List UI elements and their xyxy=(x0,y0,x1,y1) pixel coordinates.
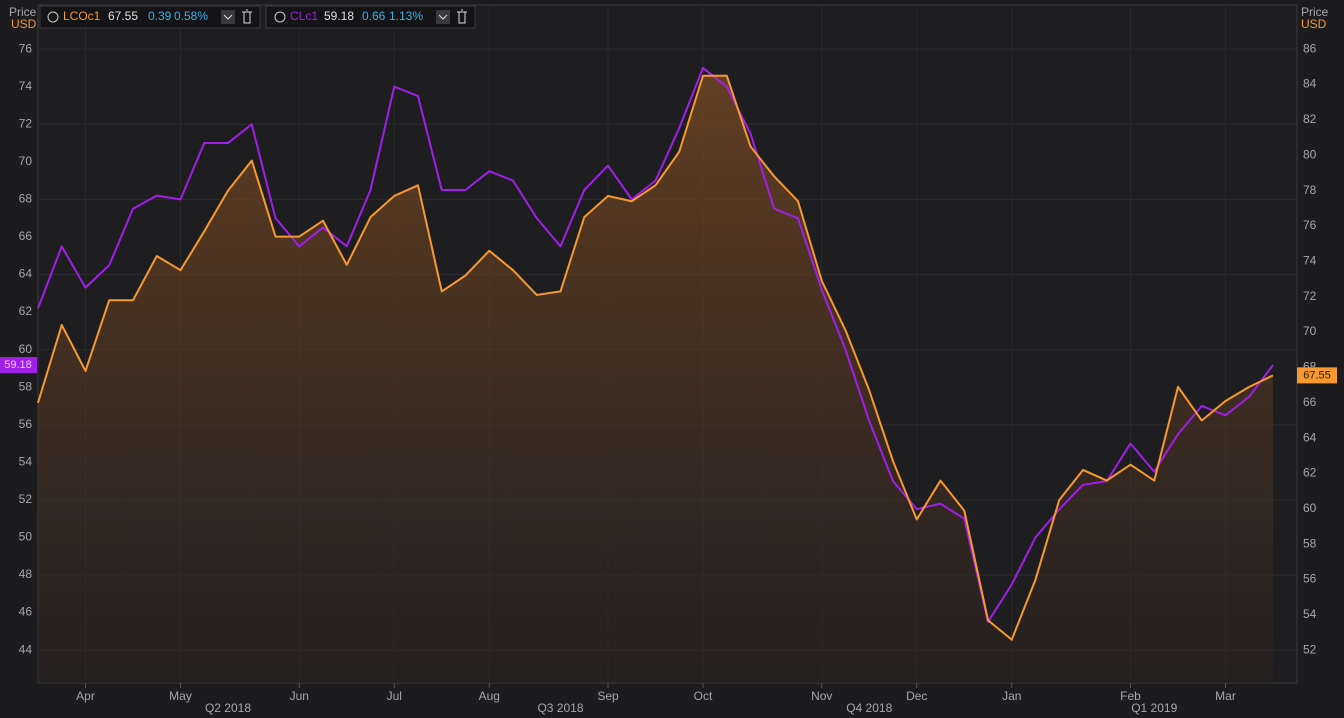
x-tick-label: Apr xyxy=(76,689,95,703)
dropdown-icon xyxy=(438,14,448,20)
y2-tick-label: 56 xyxy=(1303,572,1317,586)
y-axis-label: Price xyxy=(9,5,37,19)
x-group-label: Q4 2018 xyxy=(846,701,892,715)
y-tick-label: 76 xyxy=(19,41,33,55)
x-tick-label: Sep xyxy=(597,689,619,703)
y-tick-label: 70 xyxy=(19,154,33,168)
clock-icon xyxy=(274,11,286,23)
y2-axis-label: Price xyxy=(1301,5,1329,19)
dropdown-icon xyxy=(223,14,233,20)
y2-tick-label: 78 xyxy=(1303,183,1317,197)
legend-name: LCOc1 xyxy=(63,9,101,23)
legend-change: 0.39 xyxy=(148,9,172,23)
dropdown-button[interactable] xyxy=(436,10,450,24)
y-tick-label: 48 xyxy=(19,567,33,581)
y2-tick-label: 74 xyxy=(1303,254,1317,268)
y-tick-label: 64 xyxy=(19,267,33,281)
y-tick-label: 68 xyxy=(19,192,33,206)
last-value-label: 67.55 xyxy=(1303,369,1331,381)
y2-tick-label: 82 xyxy=(1303,112,1317,126)
y-tick-label: 62 xyxy=(19,304,33,318)
y-tick-label: 50 xyxy=(19,530,33,544)
y2-tick-label: 60 xyxy=(1303,501,1317,515)
legend-last: 59.18 xyxy=(324,9,354,23)
legend-change-pct: 1.13% xyxy=(389,9,423,23)
x-tick-label: Dec xyxy=(906,689,927,703)
legend-change: 0.66 xyxy=(362,9,386,23)
line xyxy=(37,66,1274,623)
legend-box xyxy=(39,5,261,29)
delete-button[interactable] xyxy=(242,9,252,24)
legend-change-pct: 0.58% xyxy=(174,9,208,23)
y2-tick-label: 70 xyxy=(1303,324,1317,338)
legend-last: 67.55 xyxy=(108,9,138,23)
line xyxy=(37,74,1274,641)
x-group-label: Q3 2018 xyxy=(537,701,583,715)
y2-tick-label: 52 xyxy=(1303,642,1317,656)
dropdown-button[interactable] xyxy=(221,10,235,24)
y2-tick-label: 80 xyxy=(1303,147,1317,161)
y-axis-unit: USD xyxy=(11,17,37,31)
y-tick-label: 72 xyxy=(19,116,33,130)
x-tick-label: Oct xyxy=(694,689,713,703)
y-tick-label: 66 xyxy=(19,229,33,243)
x-tick-label: Jul xyxy=(387,689,402,703)
y2-tick-label: 66 xyxy=(1303,395,1317,409)
x-tick-label: Jan xyxy=(1002,689,1021,703)
y2-tick-label: 58 xyxy=(1303,536,1317,550)
x-group-label: Q2 2018 xyxy=(205,701,251,715)
y-tick-label: 74 xyxy=(19,79,33,93)
x-tick-label: May xyxy=(169,689,192,703)
y2-tick-label: 54 xyxy=(1303,607,1317,621)
y-tick-label: 56 xyxy=(19,417,33,431)
x-group-label: Q1 2019 xyxy=(1131,701,1177,715)
y2-tick-label: 64 xyxy=(1303,430,1317,444)
y2-tick-label: 62 xyxy=(1303,466,1317,480)
y-tick-label: 54 xyxy=(19,454,33,468)
y-tick-label: 58 xyxy=(19,379,33,393)
y-tick-label: 52 xyxy=(19,492,33,506)
last-value-tag xyxy=(1297,367,1337,384)
x-tick-label: Jun xyxy=(290,689,309,703)
x-tick-label: Nov xyxy=(811,689,832,703)
last-value-label: 59.18 xyxy=(4,359,32,371)
area xyxy=(38,75,1273,683)
legend-name: CLc1 xyxy=(290,9,318,23)
y-tick-label: 46 xyxy=(19,605,33,619)
x-tick-label: Aug xyxy=(479,689,500,703)
y2-tick-label: 86 xyxy=(1303,41,1317,55)
clock-icon xyxy=(47,11,59,23)
y2-tick-label: 76 xyxy=(1303,218,1317,232)
y-tick-label: 60 xyxy=(19,342,33,356)
legend-box xyxy=(265,5,476,29)
delete-button[interactable] xyxy=(457,9,467,24)
y2-tick-label: 84 xyxy=(1303,77,1317,91)
y2-tick-label: 72 xyxy=(1303,289,1317,303)
y2-axis-unit: USD xyxy=(1301,17,1327,31)
last-value-tag xyxy=(0,357,37,374)
x-tick-label: Mar xyxy=(1215,689,1236,703)
x-tick-label: Feb xyxy=(1120,689,1141,703)
legend: LCOc1 67.55 0.39 0.58% CLc1 59.18 0.66 1… xyxy=(39,5,476,29)
y-tick-label: 44 xyxy=(19,642,33,656)
